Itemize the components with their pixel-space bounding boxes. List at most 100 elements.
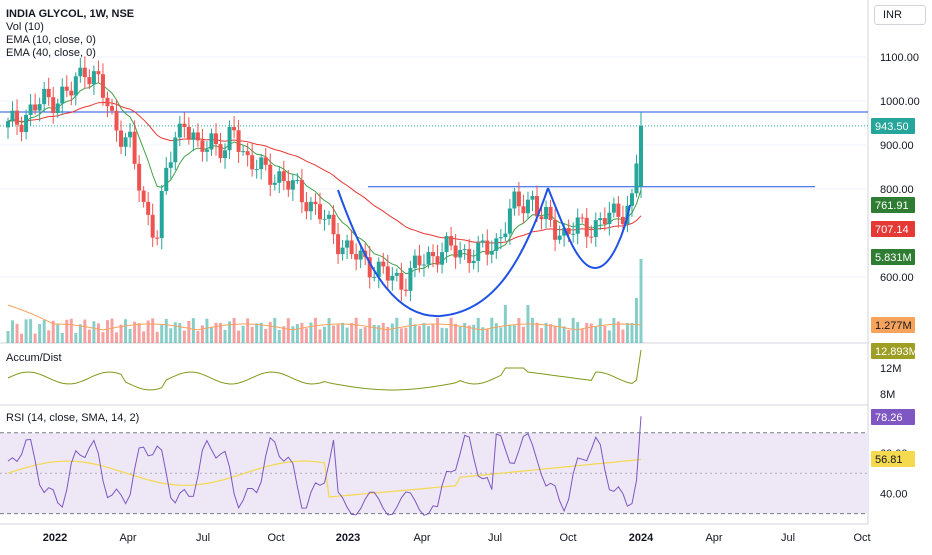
volume-bar — [549, 324, 553, 343]
volume-bar — [137, 323, 141, 343]
indicator-ema40[interactable]: EMA (40, close, 0) — [6, 47, 96, 59]
volume-bar — [142, 331, 146, 343]
rsi-line — [7, 416, 642, 516]
ema40-badge: 707.14 — [875, 224, 909, 236]
volume-bar — [169, 328, 173, 343]
candle-body — [254, 169, 259, 171]
volume-bar — [603, 325, 607, 343]
indicator-volume[interactable]: Vol (10) — [6, 21, 44, 33]
candle-body — [521, 206, 526, 214]
candle-body — [412, 255, 417, 268]
volume-bar — [277, 329, 281, 343]
volume-bar — [481, 327, 485, 343]
volume-bar — [160, 325, 164, 343]
volume-bar — [124, 319, 128, 343]
volume-bar — [255, 323, 259, 343]
candle-body — [367, 257, 372, 278]
volume-bar — [494, 323, 498, 343]
candle-body — [629, 193, 634, 206]
candle-body — [327, 214, 332, 219]
candle-body — [168, 162, 173, 168]
candle-body — [349, 240, 354, 255]
volume-bar — [29, 319, 33, 343]
volume-bar — [6, 331, 10, 343]
volume-bar — [413, 324, 417, 343]
time-tick-label: 2022 — [43, 532, 67, 544]
volume-bar — [146, 320, 150, 343]
volume-bar — [553, 325, 557, 343]
accum-dist-label[interactable]: Accum/Dist — [6, 352, 62, 364]
candle-body — [535, 196, 540, 217]
volume-bar — [323, 326, 326, 343]
candle-body — [530, 196, 535, 200]
volume-bar — [42, 319, 46, 343]
volume-bar — [291, 326, 295, 343]
volume-bar — [436, 317, 440, 343]
volume-bar — [74, 332, 78, 343]
candle-body — [639, 125, 643, 187]
ema10-badge-bg — [871, 197, 915, 213]
volume-bar — [200, 325, 204, 343]
candle-body — [200, 140, 205, 152]
volume-bar — [395, 317, 399, 343]
volume-bar — [214, 322, 218, 343]
candle-body — [403, 289, 408, 291]
candle-body — [548, 206, 553, 220]
candle-body — [245, 151, 250, 156]
volume-bar — [440, 327, 444, 343]
volume-bar — [92, 321, 96, 343]
candle-body — [408, 267, 413, 291]
currency-button[interactable]: INR — [874, 5, 926, 25]
candle-body — [42, 88, 47, 105]
candle-body — [313, 201, 318, 205]
candle-body — [209, 133, 214, 150]
volume-bar — [634, 298, 638, 343]
candle-body — [51, 97, 56, 113]
volume-bar — [286, 318, 290, 343]
volume-bar — [264, 329, 268, 343]
candle-body — [593, 220, 598, 237]
accum-dist-badge: 12.893M — [875, 346, 918, 358]
volume-bar — [354, 317, 358, 343]
volume-bar — [454, 323, 458, 343]
candle-body — [141, 190, 146, 202]
ema40-line — [7, 101, 642, 244]
volume-bar — [616, 321, 620, 343]
volume-bar — [20, 333, 24, 343]
volume-bar — [196, 331, 200, 343]
candle-body — [173, 137, 178, 163]
candle-body — [449, 236, 454, 246]
candle-body — [580, 217, 585, 219]
time-tick-label: Apr — [413, 532, 430, 544]
candle-body — [132, 131, 137, 164]
volume-bar — [336, 324, 340, 343]
candle-body — [24, 114, 29, 133]
volume-bar — [313, 317, 317, 343]
rsi-label[interactable]: RSI (14, close, SMA, 14, 2) — [6, 412, 140, 424]
candle-body — [539, 216, 544, 220]
volume-bar — [246, 318, 250, 343]
candle-body — [137, 163, 142, 191]
volume-bar — [295, 324, 299, 343]
volume-bar — [56, 323, 60, 343]
volume-bar — [282, 326, 286, 343]
volume-bar — [327, 318, 331, 343]
rsi-ma-badge: 56.81 — [875, 454, 903, 466]
candle-body — [19, 124, 24, 133]
volume-bar — [426, 326, 430, 343]
volume-bar — [571, 317, 575, 343]
indicator-ema10[interactable]: EMA (10, close, 0) — [6, 34, 96, 46]
cup-pattern-line — [337, 187, 549, 318]
candle-body — [516, 191, 521, 207]
volume-bar — [431, 324, 435, 343]
volume-bar — [630, 322, 634, 343]
candle-body — [150, 214, 155, 238]
candle-body — [553, 219, 558, 240]
volume-bar — [359, 328, 363, 343]
candle-body — [476, 242, 481, 261]
volume-bar — [594, 326, 598, 343]
volume-bar — [449, 317, 453, 343]
candle-body — [69, 90, 74, 96]
